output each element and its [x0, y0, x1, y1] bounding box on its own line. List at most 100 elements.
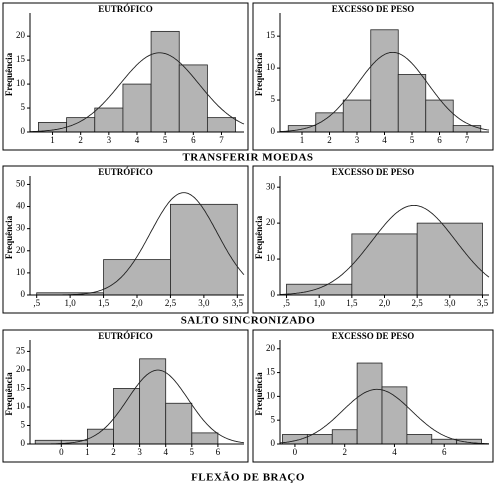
- x-tick-label: 2,0: [131, 298, 143, 308]
- x-tick-label: 3: [137, 447, 142, 457]
- chart-title: EUTRÓFICO: [98, 167, 153, 177]
- bar: [425, 99, 454, 133]
- y-axis-label: Frequência: [254, 215, 264, 259]
- x-tick-label: 4: [135, 135, 140, 145]
- chart-title: EUTRÓFICO: [98, 331, 153, 341]
- x-tick-label: 5: [410, 135, 415, 145]
- x-tick-label: 6: [216, 447, 221, 457]
- x-tick-label: 2: [78, 135, 83, 145]
- section-title: SALTO SINCRONIZADO: [181, 315, 316, 327]
- y-tick-label: 40: [16, 201, 26, 211]
- y-tick-label: 10: [266, 62, 276, 72]
- bar: [452, 125, 482, 133]
- bar: [370, 29, 399, 133]
- bar: [150, 30, 180, 133]
- y-tick-label: 20: [16, 30, 26, 40]
- bar: [122, 83, 152, 133]
- x-tick-label: 1,5: [98, 298, 110, 308]
- bar: [191, 432, 219, 445]
- y-tick-label: 20: [16, 364, 26, 374]
- normal-curve: [30, 369, 245, 445]
- y-tick-label: 5: [271, 414, 276, 424]
- x-tick-label: ,5: [283, 298, 290, 308]
- y-tick-label: 30: [16, 223, 26, 233]
- section-title: TRANSFERIR MOEDAS: [182, 152, 313, 164]
- x-tick-label: 4: [163, 447, 168, 457]
- panel: [252, 2, 494, 151]
- x-tick-label: 2,5: [165, 298, 177, 308]
- x-tick-label: ,5: [33, 298, 40, 308]
- y-tick-label: 5: [271, 94, 276, 104]
- bar: [342, 99, 372, 133]
- x-tick-label: 6: [442, 447, 447, 457]
- x-tick-label: 4: [382, 135, 387, 145]
- chart-title: EXCESSO DE PESO: [332, 331, 415, 341]
- y-tick-label: 25: [16, 345, 26, 355]
- x-tick-label: 1,0: [65, 298, 77, 308]
- x-tick-label: 6: [191, 135, 196, 145]
- bar: [178, 64, 208, 133]
- bar: [351, 233, 418, 296]
- x-tick-label: 1: [300, 135, 305, 145]
- x-tick-label: 3,5: [232, 298, 244, 308]
- x-tick-label: 0: [293, 447, 298, 457]
- normal-curve: [279, 204, 490, 295]
- bar: [416, 222, 483, 296]
- chart-title: EUTRÓFICO: [98, 4, 153, 14]
- x-tick-label: 2: [342, 447, 347, 457]
- y-axis-label: Frequência: [4, 372, 14, 416]
- y-tick-label: 20: [16, 245, 26, 255]
- y-axis-label: Frequência: [4, 215, 14, 259]
- bar: [306, 434, 333, 445]
- x-tick-label: 7: [219, 135, 224, 145]
- bar: [406, 434, 433, 445]
- y-tick-label: 30: [266, 181, 276, 191]
- normal-curve: [279, 388, 489, 445]
- x-tick-label: 3,0: [444, 298, 456, 308]
- panel: [2, 2, 249, 151]
- panel: [2, 329, 249, 463]
- chart-title: EXCESSO DE PESO: [332, 4, 415, 14]
- x-tick-label: 2: [327, 135, 332, 145]
- x-tick-label: 5: [190, 447, 195, 457]
- x-tick-label: 4: [392, 447, 397, 457]
- bar: [397, 74, 427, 133]
- x-tick-label: 3: [355, 135, 360, 145]
- y-tick-label: 0: [271, 438, 276, 448]
- y-axis-label: Frequência: [254, 52, 264, 96]
- y-tick-label: 10: [266, 390, 276, 400]
- y-tick-label: 50: [16, 178, 26, 188]
- y-tick-label: 15: [16, 54, 26, 64]
- x-tick-label: 2,5: [412, 298, 424, 308]
- x-tick-label: 1,5: [346, 298, 358, 308]
- x-tick-label: 1: [85, 447, 90, 457]
- chart-title: EXCESSO DE PESO: [332, 167, 415, 177]
- normal-curve: [30, 52, 245, 133]
- bar: [206, 117, 236, 133]
- y-tick-label: 10: [16, 401, 26, 411]
- y-tick-label: 15: [16, 383, 26, 393]
- bar: [431, 438, 458, 445]
- y-tick-label: 5: [21, 420, 26, 430]
- panel: [252, 165, 494, 314]
- bar: [139, 358, 167, 445]
- normal-curve: [280, 51, 490, 132]
- y-tick-label: 0: [21, 438, 26, 448]
- bar: [165, 402, 193, 445]
- x-tick-label: 1,0: [314, 298, 326, 308]
- bar: [113, 388, 141, 445]
- x-tick-label: 2: [111, 447, 116, 457]
- y-tick-label: 15: [266, 30, 276, 40]
- y-tick-label: 15: [266, 367, 276, 377]
- y-tick-label: 0: [21, 289, 26, 299]
- y-tick-label: 10: [16, 267, 26, 277]
- panel: [2, 165, 249, 314]
- bar: [356, 362, 383, 445]
- bar: [170, 203, 238, 296]
- y-tick-label: 0: [21, 126, 26, 136]
- bar: [103, 259, 171, 296]
- bar: [66, 117, 96, 133]
- y-tick-label: 10: [266, 253, 276, 263]
- y-tick-label: 10: [16, 78, 26, 88]
